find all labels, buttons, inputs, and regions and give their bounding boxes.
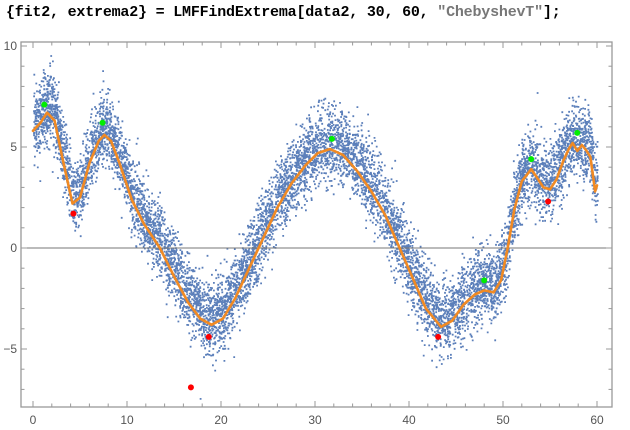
- maximum-point: [41, 101, 48, 108]
- minimum-point: [545, 198, 552, 205]
- x-tick-label: 60: [590, 413, 604, 427]
- x-tick-label: 10: [120, 413, 134, 427]
- maximum-point: [574, 129, 581, 136]
- y-axis-ticks: −5 0 5 10: [3, 39, 612, 390]
- maximum-point: [328, 135, 335, 142]
- maximum-point: [481, 277, 488, 284]
- minimum-point: [435, 333, 442, 340]
- y-tick-label: 5: [10, 140, 17, 154]
- maximum-point: [528, 156, 535, 163]
- minima-points: [70, 198, 552, 391]
- x-tick-label: 40: [402, 413, 416, 427]
- x-tick-label: 50: [496, 413, 510, 427]
- x-axis-ticks: 0 10 20 30 40 50 60: [30, 42, 604, 427]
- y-tick-label: 0: [10, 241, 17, 255]
- scatter-points: [33, 55, 599, 400]
- code-suffix: ];: [542, 4, 561, 21]
- fit-curve: [31, 111, 599, 329]
- maxima-points: [41, 101, 581, 284]
- plot-frame: [20, 41, 613, 408]
- x-tick-label: 0: [30, 413, 37, 427]
- code-cell-input[interactable]: {fit2, extrema2} = LMFFindExtrema[data2,…: [6, 4, 561, 21]
- minimum-point: [187, 384, 194, 391]
- x-tick-label: 30: [308, 413, 322, 427]
- code-prefix: {fit2, extrema2} = LMFFindExtrema[data2,…: [6, 4, 438, 21]
- y-tick-label: −5: [3, 342, 17, 356]
- minimum-point: [205, 333, 212, 340]
- x-tick-label: 20: [214, 413, 228, 427]
- code-string-arg: "ChebyshevT": [437, 4, 543, 21]
- y-tick-label: 10: [4, 39, 18, 53]
- minimum-point: [70, 210, 77, 217]
- maximum-point: [99, 119, 106, 126]
